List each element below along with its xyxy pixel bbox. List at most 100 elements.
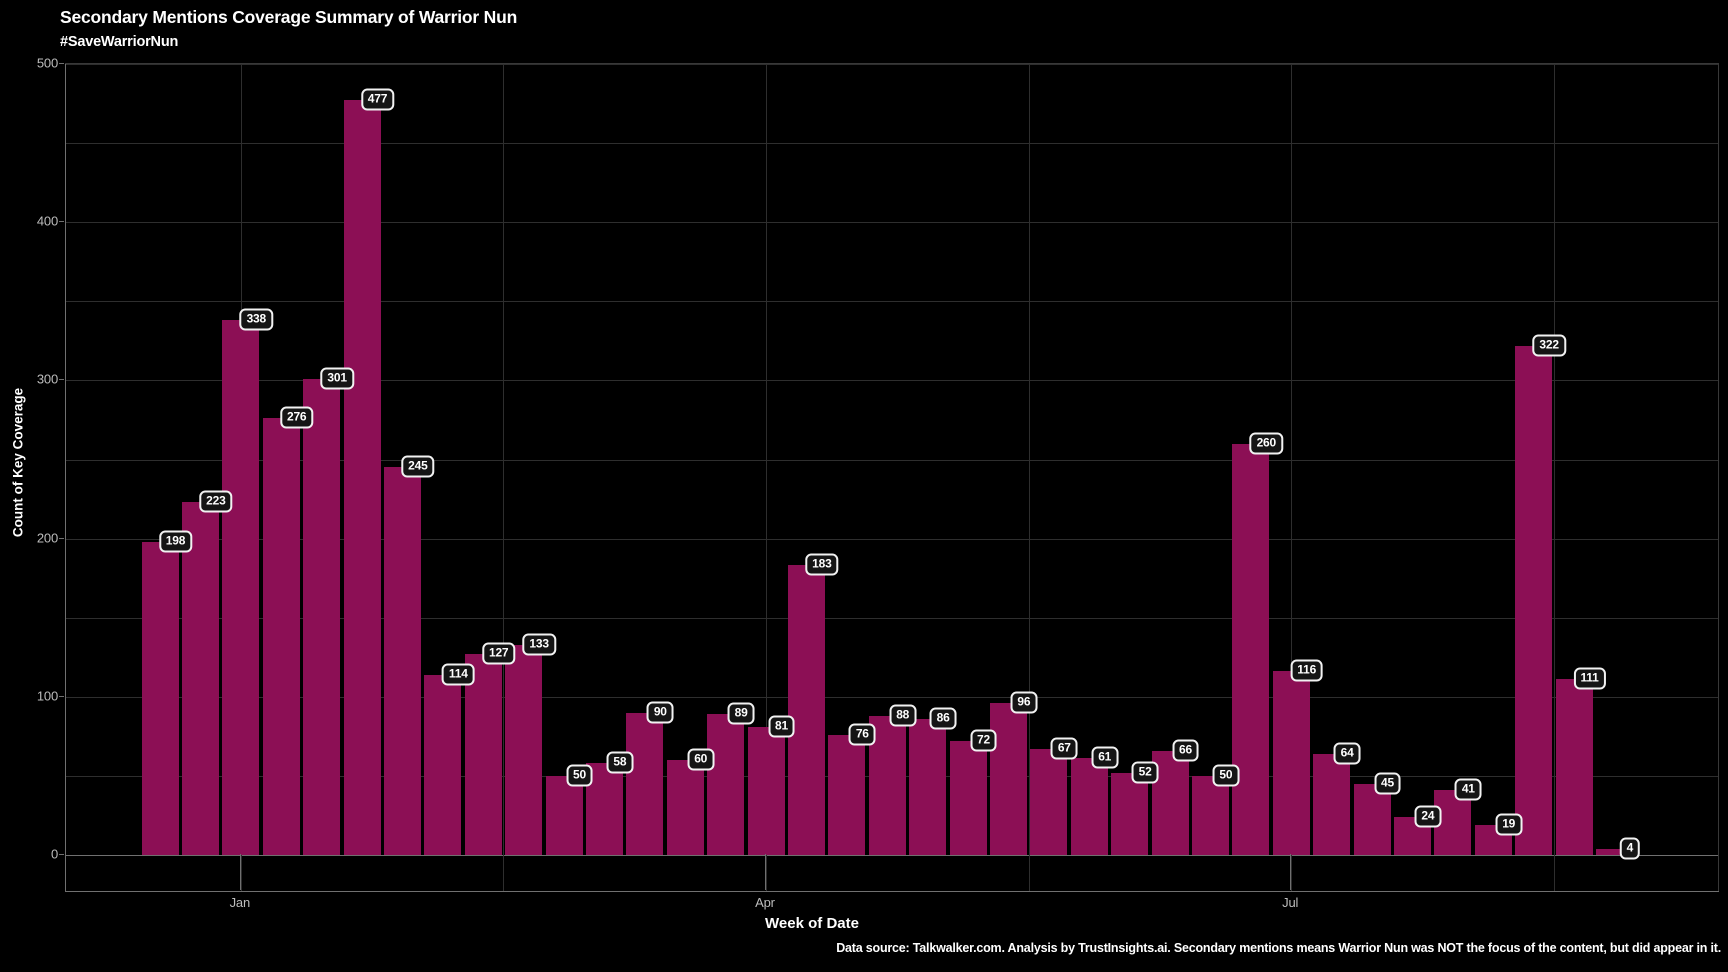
horizontal-gridline xyxy=(66,301,1718,303)
bar-value-label: 67 xyxy=(1050,737,1078,760)
bar-value-label: 81 xyxy=(768,715,795,738)
horizontal-gridline xyxy=(66,696,1718,698)
bar-value-label: 89 xyxy=(727,702,755,725)
chart-subtitle: #SaveWarriorNun xyxy=(60,34,179,50)
bar-week-24[interactable] xyxy=(1070,758,1108,855)
bar-value-label: 60 xyxy=(687,748,715,771)
bar-week-18[interactable] xyxy=(828,734,866,855)
horizontal-gridline xyxy=(66,617,1718,619)
bar-value-label: 477 xyxy=(360,88,395,111)
bar-week-28[interactable] xyxy=(1232,443,1270,855)
bar-value-label: 96 xyxy=(1010,691,1038,714)
bar-value-label: 114 xyxy=(441,663,475,686)
bar-week-7[interactable] xyxy=(383,467,421,855)
bar-value-label: 245 xyxy=(401,455,435,478)
horizontal-gridline xyxy=(66,222,1718,224)
bar-week-10[interactable] xyxy=(505,644,543,855)
bar-value-label: 276 xyxy=(279,406,314,429)
y-tick-mark xyxy=(59,221,64,223)
bar-week-23[interactable] xyxy=(1030,749,1068,855)
vertical-gridline xyxy=(503,64,505,891)
bar-week-29[interactable] xyxy=(1272,671,1310,855)
horizontal-gridline xyxy=(66,538,1718,540)
bar-value-label: 64 xyxy=(1333,742,1361,765)
bar-value-label: 127 xyxy=(481,642,516,665)
bar-week-11[interactable] xyxy=(545,775,583,855)
bar-week-37[interactable] xyxy=(1595,848,1633,855)
horizontal-gridline xyxy=(66,459,1718,461)
horizontal-gridline xyxy=(66,64,1718,65)
y-tick-label: 300 xyxy=(36,371,58,387)
x-tick-label-apr: Apr xyxy=(755,895,775,910)
y-tick-label: 500 xyxy=(36,55,58,71)
bar-week-1[interactable] xyxy=(141,541,179,855)
bar-week-9[interactable] xyxy=(464,654,502,855)
bar-week-25[interactable] xyxy=(1111,772,1149,855)
plot-bottom-border xyxy=(65,891,1719,892)
bar-value-label: 52 xyxy=(1131,761,1159,784)
bar-week-15[interactable] xyxy=(707,714,745,855)
y-tick-mark xyxy=(59,537,64,539)
bar-value-label: 61 xyxy=(1091,747,1119,770)
bar-value-label: 50 xyxy=(1212,764,1240,787)
bar-value-label: 111 xyxy=(1573,667,1606,690)
y-tick-mark xyxy=(59,379,64,381)
bar-value-label: 88 xyxy=(889,704,917,727)
bar-week-3[interactable] xyxy=(222,320,260,855)
bar-value-label: 260 xyxy=(1249,432,1284,455)
y-axis-line xyxy=(65,64,66,891)
y-tick-label: 100 xyxy=(36,688,58,704)
bar-week-21[interactable] xyxy=(949,741,987,855)
bar-value-label: 86 xyxy=(929,707,957,730)
x-axis-zero-line xyxy=(66,855,1718,856)
bar-value-label: 76 xyxy=(848,723,876,746)
y-tick-mark xyxy=(59,695,64,697)
bar-week-2[interactable] xyxy=(181,502,219,855)
bar-value-label: 19 xyxy=(1495,813,1523,836)
y-axis-title: Count of Key Coverage xyxy=(10,387,26,538)
bar-week-22[interactable] xyxy=(989,703,1027,855)
bar-value-label: 66 xyxy=(1172,739,1199,762)
x-tick-label-jan: Jan xyxy=(229,895,251,910)
bar-week-36[interactable] xyxy=(1555,679,1593,855)
bar-week-4[interactable] xyxy=(262,418,300,855)
bar-week-35[interactable] xyxy=(1515,345,1553,855)
x-tick-mark xyxy=(239,854,241,890)
x-axis-title: Week of Date xyxy=(765,915,859,932)
bar-week-5[interactable] xyxy=(303,378,341,855)
vertical-gridline xyxy=(766,64,767,891)
y-tick-label: 200 xyxy=(36,530,58,546)
bar-value-label: 50 xyxy=(566,764,593,787)
horizontal-gridline xyxy=(66,143,1718,145)
chart-title: Secondary Mentions Coverage Summary of W… xyxy=(60,7,518,27)
horizontal-gridline xyxy=(66,380,1718,382)
bar-value-label: 223 xyxy=(199,490,233,513)
bar-week-16[interactable] xyxy=(747,726,785,855)
bar-week-6[interactable] xyxy=(343,100,381,855)
footer-note: Data source: Talkwalker.com. Analysis by… xyxy=(836,941,1721,955)
bar-value-label: 301 xyxy=(320,367,354,390)
y-tick-mark xyxy=(59,63,64,64)
bar-week-20[interactable] xyxy=(909,718,947,855)
x-tick-mark xyxy=(1290,854,1292,890)
bar-week-14[interactable] xyxy=(666,760,704,855)
y-tick-mark xyxy=(59,854,64,855)
bar-value-label: 183 xyxy=(805,554,839,577)
vertical-gridline xyxy=(1553,64,1555,891)
bar-value-label: 90 xyxy=(646,701,674,724)
y-tick-label: 400 xyxy=(36,213,58,229)
bar-value-label: 41 xyxy=(1454,778,1482,801)
bar-week-8[interactable] xyxy=(424,674,462,855)
vertical-gridline xyxy=(1291,64,1293,891)
x-tick-label-jul: Jul xyxy=(1282,895,1299,910)
bar-week-31[interactable] xyxy=(1353,783,1391,855)
x-tick-mark xyxy=(765,854,766,890)
bar-week-27[interactable] xyxy=(1191,775,1229,855)
bar-value-label: 24 xyxy=(1414,805,1442,828)
vertical-gridline xyxy=(1028,64,1030,891)
bar-week-30[interactable] xyxy=(1313,753,1351,855)
bar-week-13[interactable] xyxy=(626,712,664,855)
bar-value-label: 198 xyxy=(158,530,193,553)
bar-week-17[interactable] xyxy=(787,565,825,855)
